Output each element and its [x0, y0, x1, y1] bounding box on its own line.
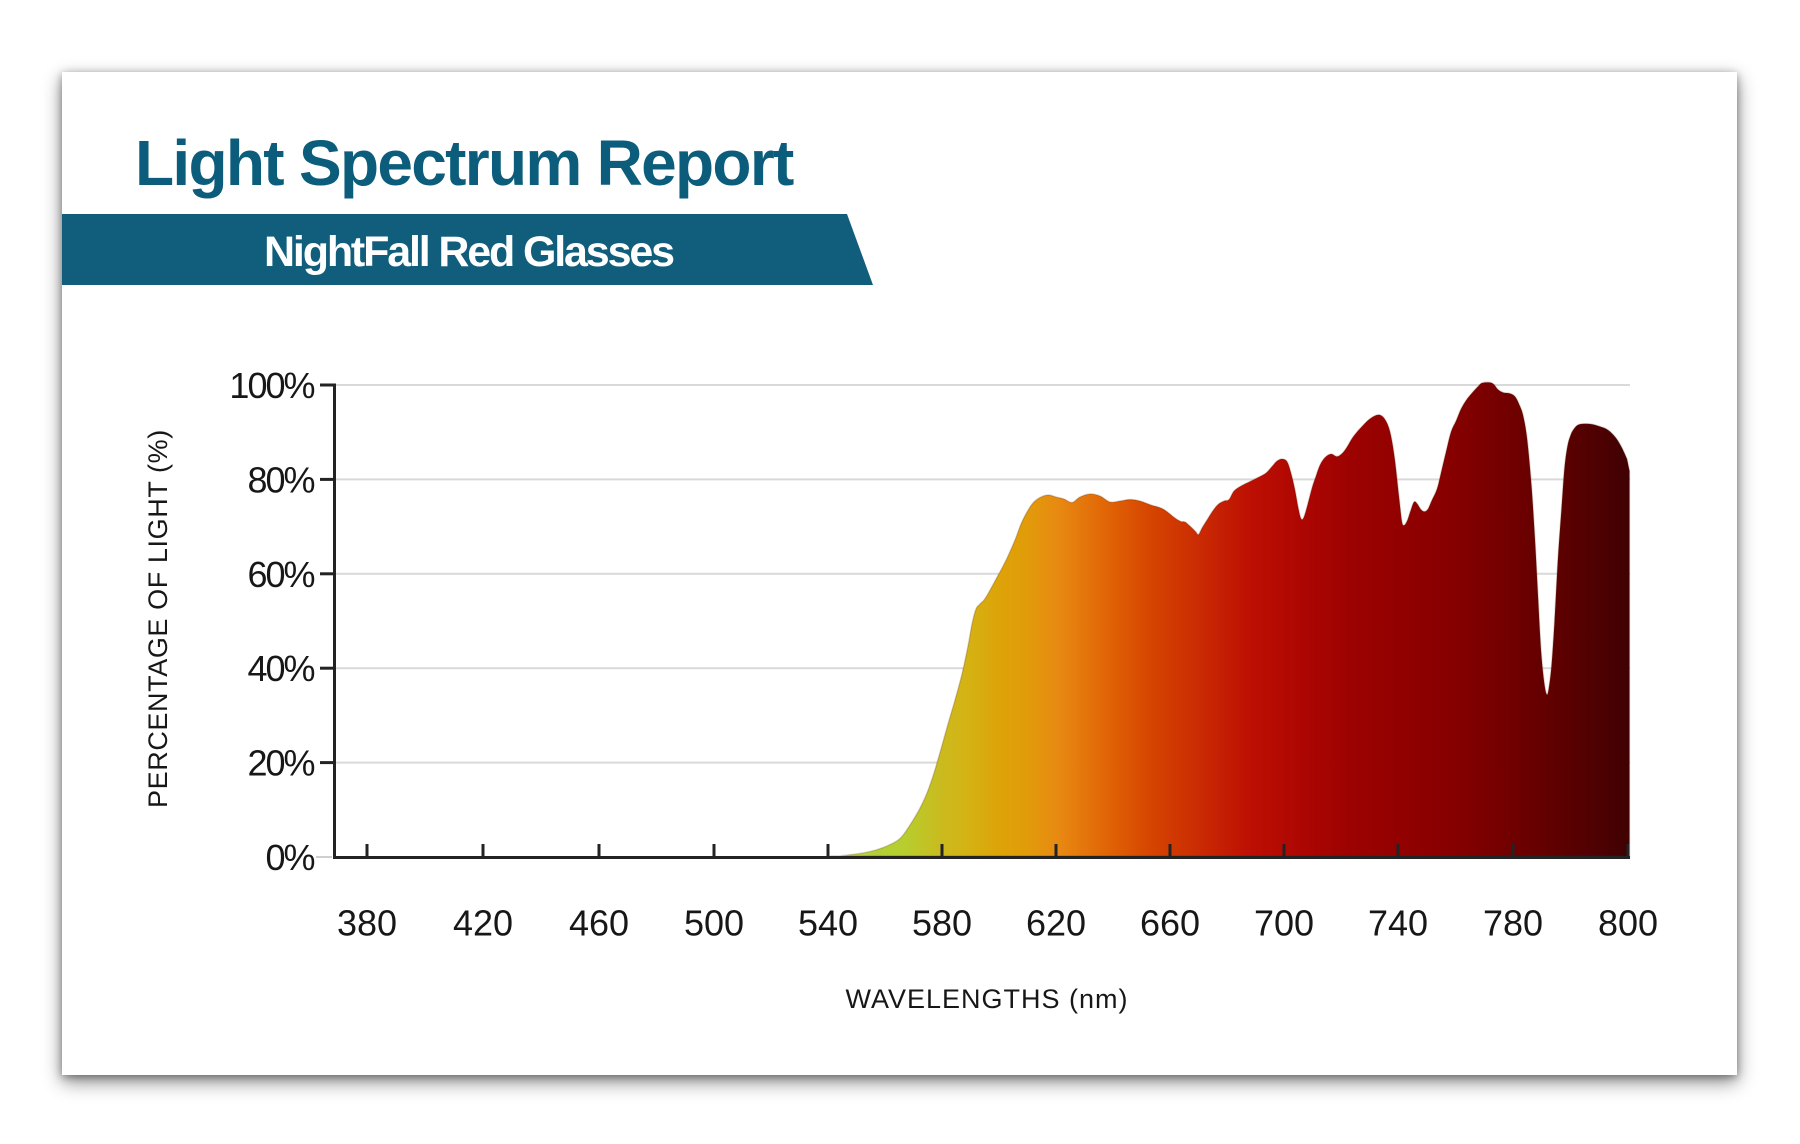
- svg-text:0%: 0%: [265, 837, 314, 878]
- svg-text:500: 500: [684, 903, 744, 944]
- svg-text:60%: 60%: [247, 554, 314, 595]
- svg-text:PERCENTAGE OF LIGHT (%): PERCENTAGE OF LIGHT (%): [143, 429, 173, 808]
- svg-text:Light Spectrum Report: Light Spectrum Report: [135, 127, 794, 199]
- svg-text:NightFall Red Glasses: NightFall Red Glasses: [264, 228, 674, 276]
- svg-text:20%: 20%: [247, 743, 314, 784]
- svg-text:740: 740: [1368, 903, 1428, 944]
- svg-text:620: 620: [1026, 903, 1086, 944]
- svg-text:40%: 40%: [247, 648, 314, 689]
- svg-text:WAVELENGTHS (nm): WAVELENGTHS (nm): [845, 984, 1128, 1014]
- svg-text:800: 800: [1598, 903, 1658, 944]
- svg-text:660: 660: [1140, 903, 1200, 944]
- svg-text:80%: 80%: [247, 459, 314, 500]
- svg-text:700: 700: [1254, 903, 1314, 944]
- svg-text:580: 580: [912, 903, 972, 944]
- svg-text:380: 380: [337, 903, 397, 944]
- svg-text:540: 540: [798, 903, 858, 944]
- svg-text:780: 780: [1483, 903, 1543, 944]
- svg-text:100%: 100%: [229, 365, 314, 406]
- svg-text:460: 460: [569, 903, 629, 944]
- svg-text:420: 420: [453, 903, 513, 944]
